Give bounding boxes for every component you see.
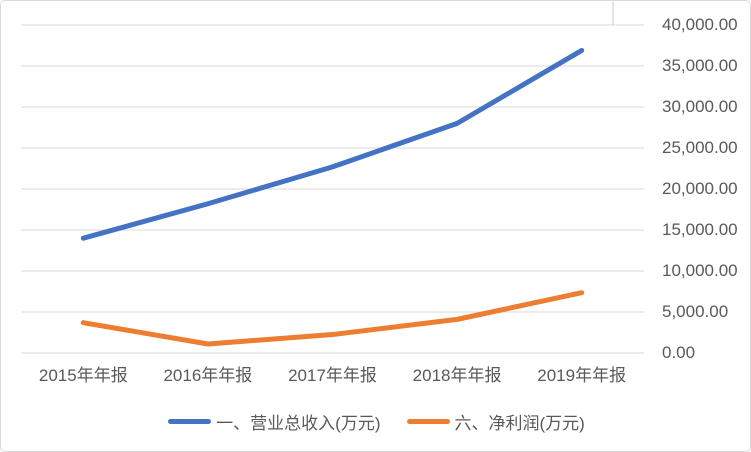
series-line	[80, 290, 585, 347]
x-tick-label: 2019年年报	[537, 366, 627, 385]
y-tick-label: 0.00	[662, 343, 696, 362]
x-tick-label: 2017年年报	[288, 366, 377, 385]
x-tick-label: 2018年年报	[412, 366, 502, 385]
y-tick-label: 15,000.00	[662, 220, 738, 239]
y-tick-label: 40,000.00	[662, 15, 738, 34]
legend-item-revenue[interactable]: 一、营业总收入(万元)	[168, 409, 381, 434]
y-tick-label: 20,000.00	[662, 179, 738, 198]
series-lines	[80, 47, 585, 347]
legend: 一、营业总收入(万元) 六、净利润(万元)	[1, 409, 750, 434]
x-tick-label: 2016年年报	[163, 366, 253, 385]
legend-label-profit: 六、净利润(万元)	[454, 414, 585, 433]
legend-item-profit[interactable]: 六、净利润(万元)	[406, 409, 585, 434]
y-tick-label: 10,000.00	[662, 261, 738, 280]
legend-swatch-revenue	[168, 419, 212, 424]
x-tick-label: 2015年年报	[38, 366, 128, 385]
legend-label-revenue: 一、营业总收入(万元)	[216, 414, 381, 433]
y-tick-label: 35,000.00	[662, 56, 738, 75]
y-tick-label: 25,000.00	[662, 138, 738, 157]
gridlines	[21, 24, 644, 354]
legend-swatch-profit	[406, 419, 450, 424]
series-line	[80, 47, 585, 241]
y-tick-label: 5,000.00	[662, 302, 729, 321]
y-tick-label: 30,000.00	[662, 97, 738, 116]
